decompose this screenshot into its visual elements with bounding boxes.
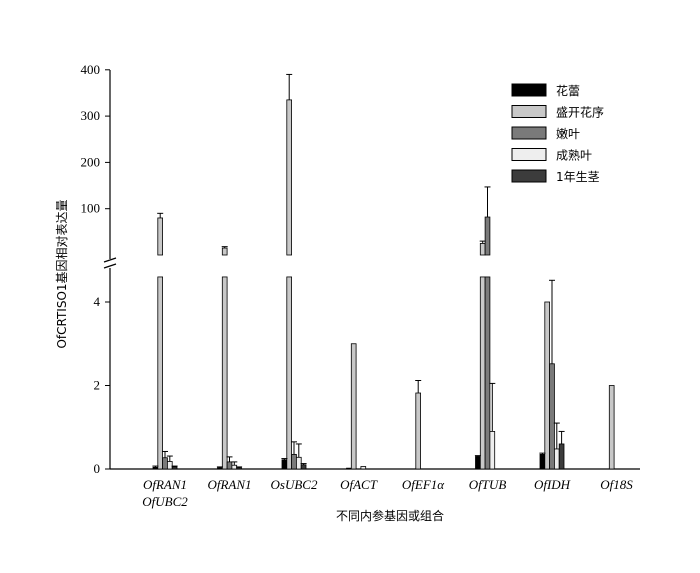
legend-label: 嫩叶 <box>556 127 580 141</box>
bars <box>152 99 615 470</box>
bar <box>346 467 352 470</box>
bar <box>231 464 238 470</box>
bar <box>281 459 288 470</box>
bar <box>484 276 491 470</box>
bar <box>152 466 159 470</box>
x-axis-title: 不同内参基因或组合 <box>336 508 444 523</box>
legend-swatch <box>511 105 547 118</box>
bar <box>286 276 292 470</box>
bar <box>539 453 546 470</box>
category-label: OfRAN1 <box>207 477 251 492</box>
legend-swatch <box>511 126 547 140</box>
legend-label: 花蕾 <box>556 83 580 98</box>
category-label: OfEF1α <box>402 477 445 492</box>
bar <box>558 443 565 470</box>
category-label: OfACT <box>340 477 378 492</box>
bar <box>221 276 228 470</box>
y-tick-label: 200 <box>81 154 101 169</box>
bar <box>217 467 223 470</box>
category-label: OfIDH <box>534 477 571 492</box>
bar <box>608 385 615 470</box>
bar <box>479 276 486 470</box>
bar-upper <box>286 99 292 256</box>
y-tick-label: 4 <box>94 294 101 309</box>
y-tick-label: 400 <box>81 62 101 77</box>
category-label: OsUBC2 <box>271 477 318 492</box>
bar <box>415 392 421 470</box>
axis-break-mark <box>103 257 117 269</box>
bar-upper <box>221 247 228 256</box>
y-tick-label: 2 <box>94 378 101 393</box>
y-axis-title: OfCRTISO1基因相对表达量 <box>55 199 69 348</box>
bar <box>475 456 481 470</box>
y-tick-label: 100 <box>81 201 101 216</box>
legend-swatch <box>511 83 547 97</box>
bar-upper <box>484 216 491 256</box>
y-tick-label: 300 <box>81 108 101 123</box>
legend-label: 盛开花序 <box>556 105 604 120</box>
bar <box>157 276 164 470</box>
bar <box>350 343 357 470</box>
bar <box>544 301 550 470</box>
bar-upper <box>157 217 164 256</box>
legend-label: 成熟叶 <box>556 148 592 163</box>
bar <box>295 456 302 470</box>
y-tick-label: 0 <box>94 461 101 476</box>
bar <box>166 461 173 470</box>
y-axis <box>103 70 117 469</box>
bar <box>300 464 307 470</box>
bar-upper <box>479 243 486 256</box>
bar <box>549 363 555 470</box>
legend-label: 1年生茎 <box>556 170 600 184</box>
category-labels: OfRAN1 OfUBC2 OfRAN1 OsUBC2 OfACT OfEF1α OfTUB… <box>142 477 633 509</box>
bar <box>236 467 242 470</box>
legend-swatch <box>511 148 547 161</box>
bar <box>489 431 496 470</box>
error-bars <box>152 73 565 468</box>
category-label: OfTUB <box>469 477 507 492</box>
category-label: OfRAN1 <box>143 477 187 492</box>
legend-swatch <box>511 169 547 183</box>
bar <box>226 461 233 470</box>
bar <box>291 453 297 470</box>
y-ticks: 0 2 4 100 200 300 400 <box>81 62 110 476</box>
bar <box>162 457 168 470</box>
bar <box>360 466 367 470</box>
bar <box>554 448 560 470</box>
bar <box>171 466 178 470</box>
category-label: OfUBC2 <box>142 494 188 509</box>
category-label: Of18S <box>600 477 633 492</box>
